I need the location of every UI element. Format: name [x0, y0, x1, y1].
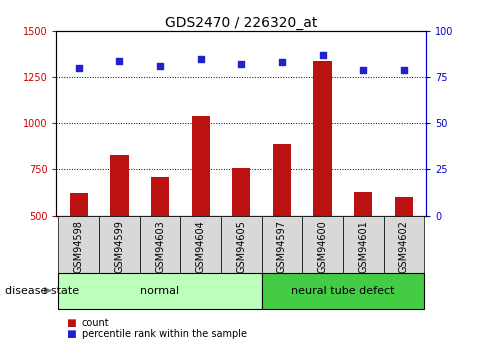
Bar — [140, 216, 180, 273]
Bar — [192, 116, 210, 216]
Text: neural tube defect: neural tube defect — [291, 286, 395, 296]
Point — [116, 58, 123, 63]
Bar — [343, 216, 384, 273]
Text: GSM94602: GSM94602 — [399, 220, 409, 273]
Text: ■: ■ — [66, 329, 76, 338]
Bar — [302, 216, 343, 273]
Text: disease state: disease state — [5, 286, 79, 296]
Bar — [314, 61, 332, 216]
Point — [75, 65, 83, 71]
Text: normal: normal — [141, 286, 179, 296]
Bar — [58, 273, 262, 309]
Bar — [232, 168, 250, 216]
Text: ■: ■ — [66, 318, 76, 328]
Bar — [395, 197, 413, 216]
Bar — [70, 194, 88, 216]
Text: GSM94598: GSM94598 — [74, 220, 84, 273]
Bar — [58, 216, 99, 273]
Bar — [354, 191, 372, 216]
Bar — [221, 216, 262, 273]
Bar — [110, 155, 128, 216]
Point — [237, 61, 245, 67]
Point — [359, 67, 367, 72]
Point — [156, 63, 164, 69]
Text: GSM94599: GSM94599 — [114, 220, 124, 273]
Bar — [384, 216, 424, 273]
Bar — [262, 273, 424, 309]
Text: GSM94600: GSM94600 — [318, 220, 328, 273]
Text: GSM94601: GSM94601 — [358, 220, 368, 273]
Text: count: count — [82, 318, 109, 328]
Point — [400, 67, 408, 72]
Bar — [151, 177, 169, 216]
Title: GDS2470 / 226320_at: GDS2470 / 226320_at — [165, 16, 318, 30]
Bar — [273, 144, 291, 216]
Text: GSM94604: GSM94604 — [196, 220, 206, 273]
Bar — [180, 216, 221, 273]
Point — [318, 52, 326, 58]
Text: GSM94603: GSM94603 — [155, 220, 165, 273]
Text: percentile rank within the sample: percentile rank within the sample — [82, 329, 247, 338]
Point — [278, 60, 286, 65]
Text: GSM94597: GSM94597 — [277, 220, 287, 273]
Bar — [262, 216, 302, 273]
Bar — [99, 216, 140, 273]
Point — [197, 56, 205, 61]
Text: GSM94605: GSM94605 — [236, 220, 246, 273]
